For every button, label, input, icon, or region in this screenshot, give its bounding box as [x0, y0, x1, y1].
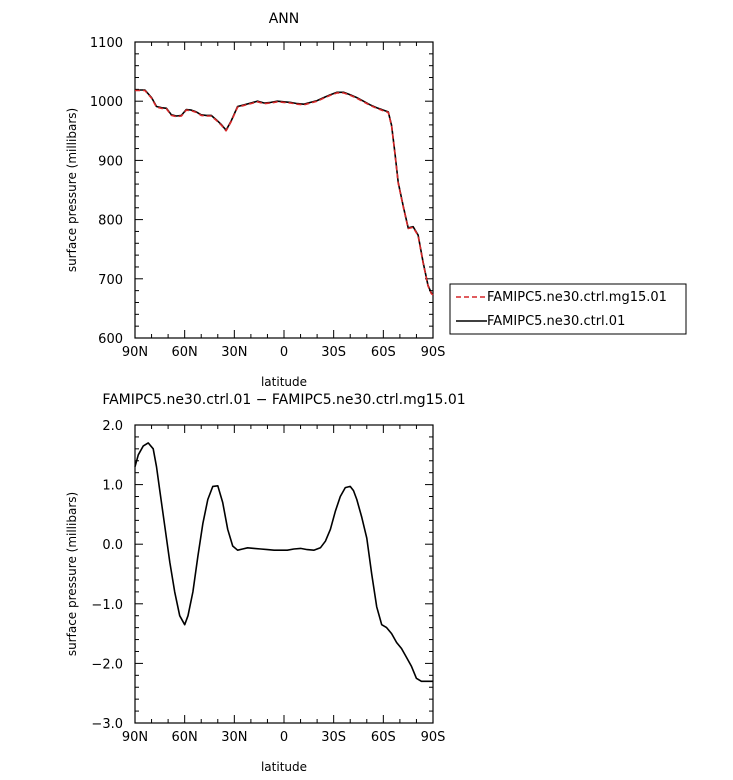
x-tick-label: 60N [172, 345, 198, 360]
y-tick-label: −1.0 [91, 598, 123, 613]
x-axis-label: latitude [261, 375, 307, 389]
x-tick-label: 0 [280, 345, 288, 360]
y-tick-label: 700 [98, 273, 123, 288]
series-line-1 [135, 89, 434, 295]
y-tick-label: −2.0 [91, 657, 123, 672]
pressure-panel: ANN 90N 60N 30N 0 30S 60S 90S 600 700 800 900 1000 11… [65, 11, 445, 389]
y-tick-label: 1000 [90, 95, 123, 110]
x-tick-label: 30S [321, 345, 346, 360]
x-tick-label: 60S [371, 345, 396, 360]
y-axis-label: surface pressure (millibars) [65, 492, 79, 656]
x-tick-label: 30N [221, 730, 247, 745]
x-tick-label: 90S [421, 345, 446, 360]
x-tick-label: 30N [221, 345, 247, 360]
plot-frame [134, 424, 434, 724]
y-axis-label: surface pressure (millibars) [65, 108, 79, 272]
x-tick-label: 60S [371, 730, 396, 745]
x-tick-label: 60N [172, 730, 198, 745]
x-tick-label: 90S [421, 730, 446, 745]
y-tick-label: 0.0 [102, 538, 123, 553]
x-tick-label: 90N [122, 345, 148, 360]
legend: FAMIPC5.ne30.ctrl.mg15.01 FAMIPC5.ne30.c… [449, 283, 687, 335]
y-tick-label: −3.0 [91, 717, 123, 732]
y-tick-label: 1.0 [102, 479, 123, 494]
x-axis-label: latitude [261, 760, 307, 774]
x-tick-label: 0 [280, 730, 288, 745]
y-tick-label: 900 [98, 154, 123, 169]
legend-box [449, 283, 687, 335]
series-line-0 [134, 442, 433, 683]
y-tick-label: 2.0 [102, 419, 123, 434]
difference-panel: FAMIPC5.ne30.ctrl.01 − FAMIPC5.ne30.ctrl… [65, 392, 466, 774]
y-tick-label: 600 [98, 332, 123, 347]
y-tick-label: 800 [98, 214, 123, 229]
plot-frame [134, 41, 434, 339]
chart-title: FAMIPC5.ne30.ctrl.01 − FAMIPC5.ne30.ctrl… [102, 392, 465, 408]
chart-title: ANN [269, 11, 300, 27]
legend-label-ctrl: FAMIPC5.ne30.ctrl.01 [487, 314, 625, 329]
y-tick-label: 1100 [90, 36, 123, 51]
x-tick-label: 30S [321, 730, 346, 745]
x-tick-label: 90N [122, 730, 148, 745]
legend-label-mg15: FAMIPC5.ne30.ctrl.mg15.01 [487, 290, 667, 305]
series-line-0 [135, 89, 434, 296]
